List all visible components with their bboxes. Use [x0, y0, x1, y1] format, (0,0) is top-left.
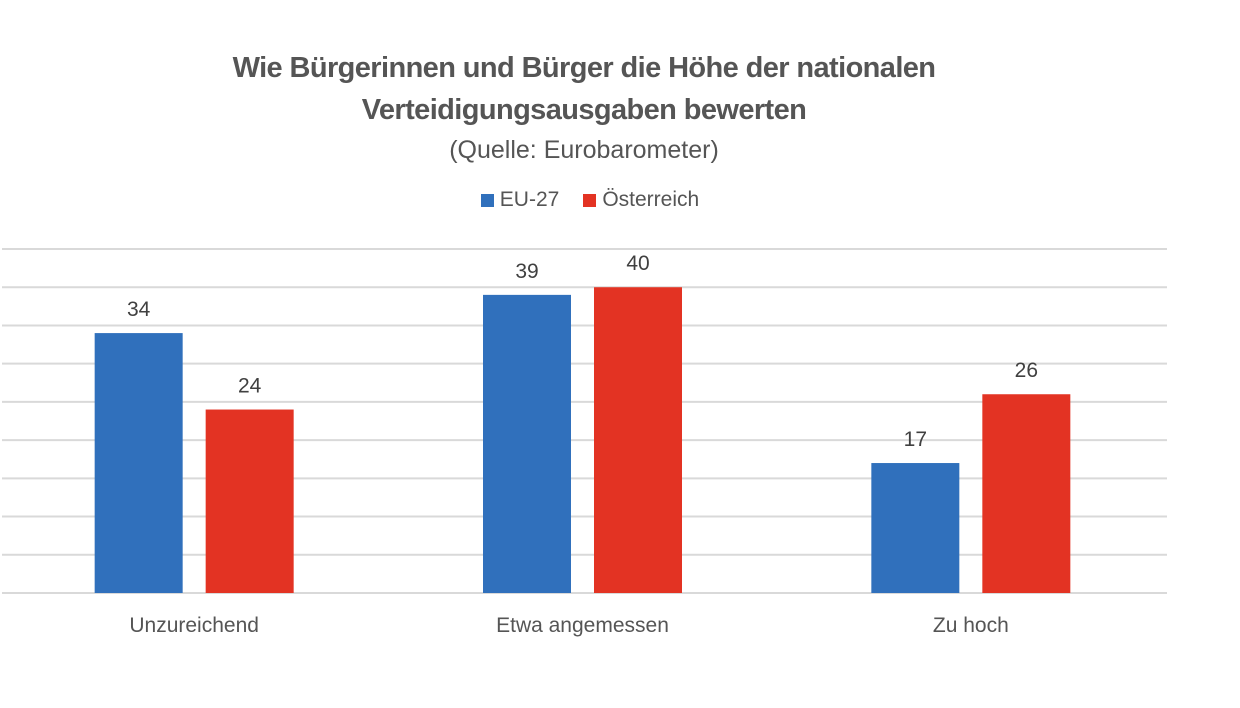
legend-swatch-oesterreich: [583, 193, 597, 207]
gridlines: [2, 248, 1167, 594]
legend-item-eu27[interactable]: EU-27: [480, 188, 560, 212]
legend-item-oesterreich[interactable]: Österreich: [583, 188, 699, 212]
bar--sterreich-0[interactable]: [205, 409, 294, 593]
legend-label-oesterreich: Österreich: [602, 188, 700, 211]
data-labels: 34 24 39 40 17 26: [127, 252, 1038, 451]
data-label: 40: [626, 252, 649, 275]
data-label: 34: [127, 298, 151, 321]
bar-eu-27-0[interactable]: [94, 333, 183, 593]
chart-subtitle: (Quelle: Eurobarometer): [449, 136, 719, 164]
bar--sterreich-1[interactable]: [594, 287, 682, 593]
bar-eu-27-2[interactable]: [871, 463, 960, 593]
legend-swatch-eu27: [480, 193, 494, 207]
chart-title-line1: Wie Bürgerinnen und Bürger die Höhe der …: [232, 52, 936, 84]
data-label: 17: [904, 428, 927, 451]
data-label: 26: [1015, 359, 1038, 382]
chart-title-line2: Verteidigungsausgaben bewerten: [361, 94, 807, 126]
data-label: 39: [515, 260, 538, 283]
x-tick-label: Zu hoch: [933, 614, 1009, 637]
bar--sterreich-2[interactable]: [982, 394, 1071, 593]
x-tick-label: Unzureichend: [129, 614, 259, 637]
bars: [94, 287, 1071, 593]
x-tick-label: Etwa angemessen: [496, 614, 669, 637]
x-axis-labels: Unzureichend Etwa angemessen Zu hoch: [129, 614, 1008, 637]
legend: EU-27 Österreich: [0, 188, 1180, 212]
data-label: 24: [238, 375, 262, 398]
legend-label-eu27: EU-27: [499, 188, 560, 211]
bar-eu-27-1[interactable]: [483, 294, 571, 593]
